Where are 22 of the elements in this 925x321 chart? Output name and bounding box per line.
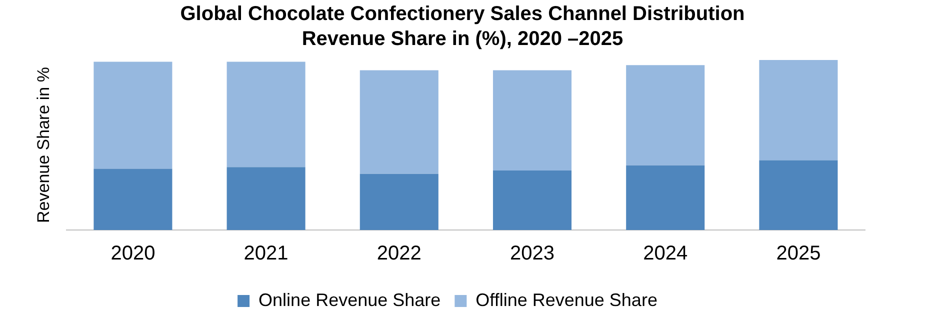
bar — [226, 62, 306, 168]
x-tick-label: 2023 — [510, 242, 554, 265]
x-tick-label: 2021 — [244, 242, 288, 265]
bar — [626, 65, 705, 166]
bar — [492, 70, 572, 170]
bar — [360, 70, 438, 174]
x-tick-label: 2020 — [110, 242, 156, 265]
legend-label: Online Revenue Share — [258, 290, 441, 310]
bar — [626, 165, 705, 230]
y-axis-title: Revenue Share in % — [34, 67, 53, 223]
bar — [759, 160, 838, 230]
bar — [360, 174, 438, 230]
bar — [759, 60, 838, 160]
bar — [226, 167, 306, 230]
chart-title: Global Chocolate Confectionery Sales Channel Distribution Revenue Share in (%), 2020 –2025 — [179, 2, 746, 52]
bar — [94, 62, 172, 169]
bar — [94, 168, 172, 230]
legend-label: Offline Revenue Share — [476, 290, 658, 310]
bar — [492, 170, 572, 230]
x-tick-label: 2022 — [376, 242, 422, 265]
x-tick-label: 2025 — [776, 242, 821, 265]
x-tick-label: 2024 — [643, 242, 688, 265]
